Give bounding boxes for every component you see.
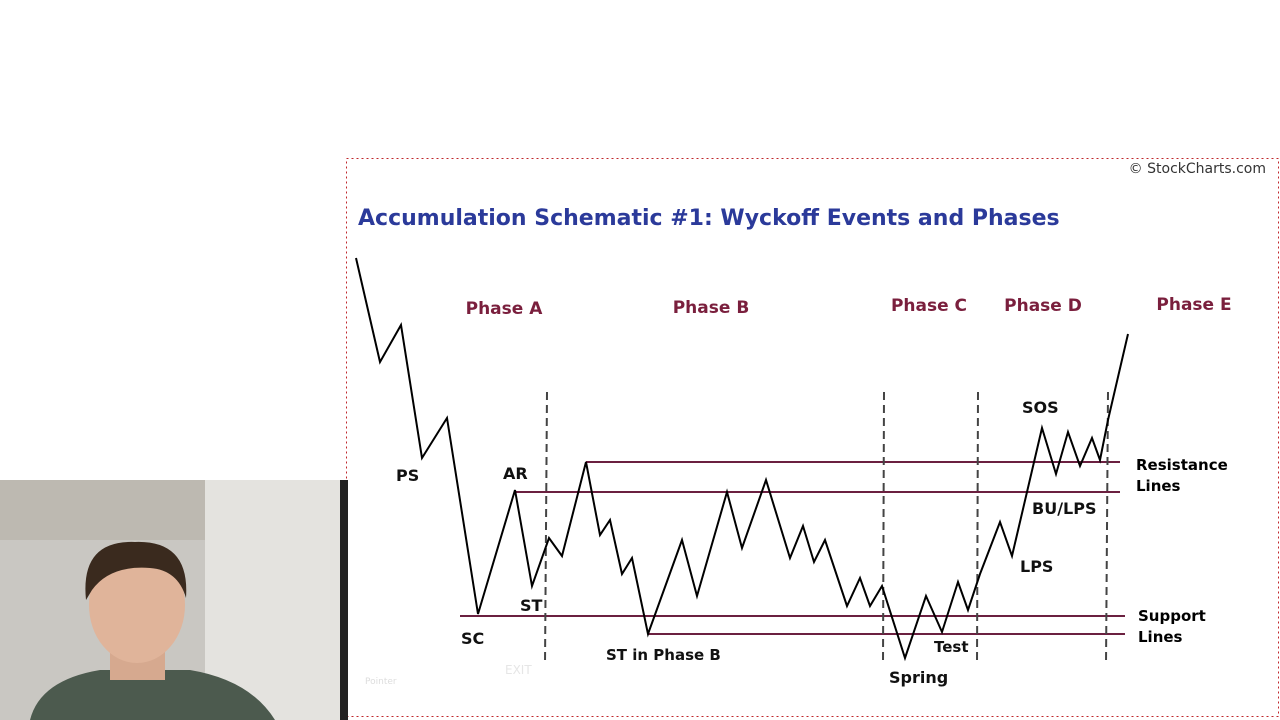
hair xyxy=(85,541,187,600)
event-label: PS xyxy=(396,466,419,485)
edge xyxy=(340,480,348,720)
webcam: Pointer EXIT xyxy=(0,480,532,720)
phase-label: Phase D xyxy=(1004,296,1082,316)
support-label: Support Lines xyxy=(1138,607,1206,646)
price-path xyxy=(355,257,1129,662)
event-label: SOS xyxy=(1022,398,1059,417)
watermark: © StockCharts.com xyxy=(1129,161,1266,177)
shirt xyxy=(30,670,275,720)
slide-frame xyxy=(346,158,1279,717)
face xyxy=(89,547,185,663)
slide-title: Accumulation Schematic #1: Wyckoff Event… xyxy=(358,206,1060,231)
phase-label: Phase B xyxy=(673,298,750,318)
resistance-text: Resistance Lines xyxy=(1136,456,1228,495)
toolbar-pointer[interactable]: Pointer xyxy=(365,677,397,687)
divider xyxy=(976,391,979,666)
wall xyxy=(205,480,348,720)
phase-dividers xyxy=(544,391,1109,666)
event-label: SC xyxy=(461,629,484,648)
event-label: Spring xyxy=(889,668,948,687)
divider xyxy=(544,391,548,666)
toolbar-exit[interactable]: EXIT xyxy=(505,663,532,677)
levels xyxy=(460,461,1125,635)
event-label: ST in Phase B xyxy=(606,646,721,664)
divider xyxy=(1105,391,1109,666)
phase-label: Phase A xyxy=(466,299,544,319)
support-text: Support Lines xyxy=(1138,607,1206,646)
event-label: Test xyxy=(934,638,969,656)
event-label: ST xyxy=(520,596,543,615)
divider xyxy=(882,391,885,666)
event-label: LPS xyxy=(1020,557,1053,576)
phase-label: Phase E xyxy=(1156,295,1231,315)
event-label: BU/LPS xyxy=(1032,499,1096,518)
event-label: AR xyxy=(503,464,528,483)
resistance-label: Resistance Lines xyxy=(1136,456,1228,495)
phase-label: Phase C xyxy=(891,296,967,316)
